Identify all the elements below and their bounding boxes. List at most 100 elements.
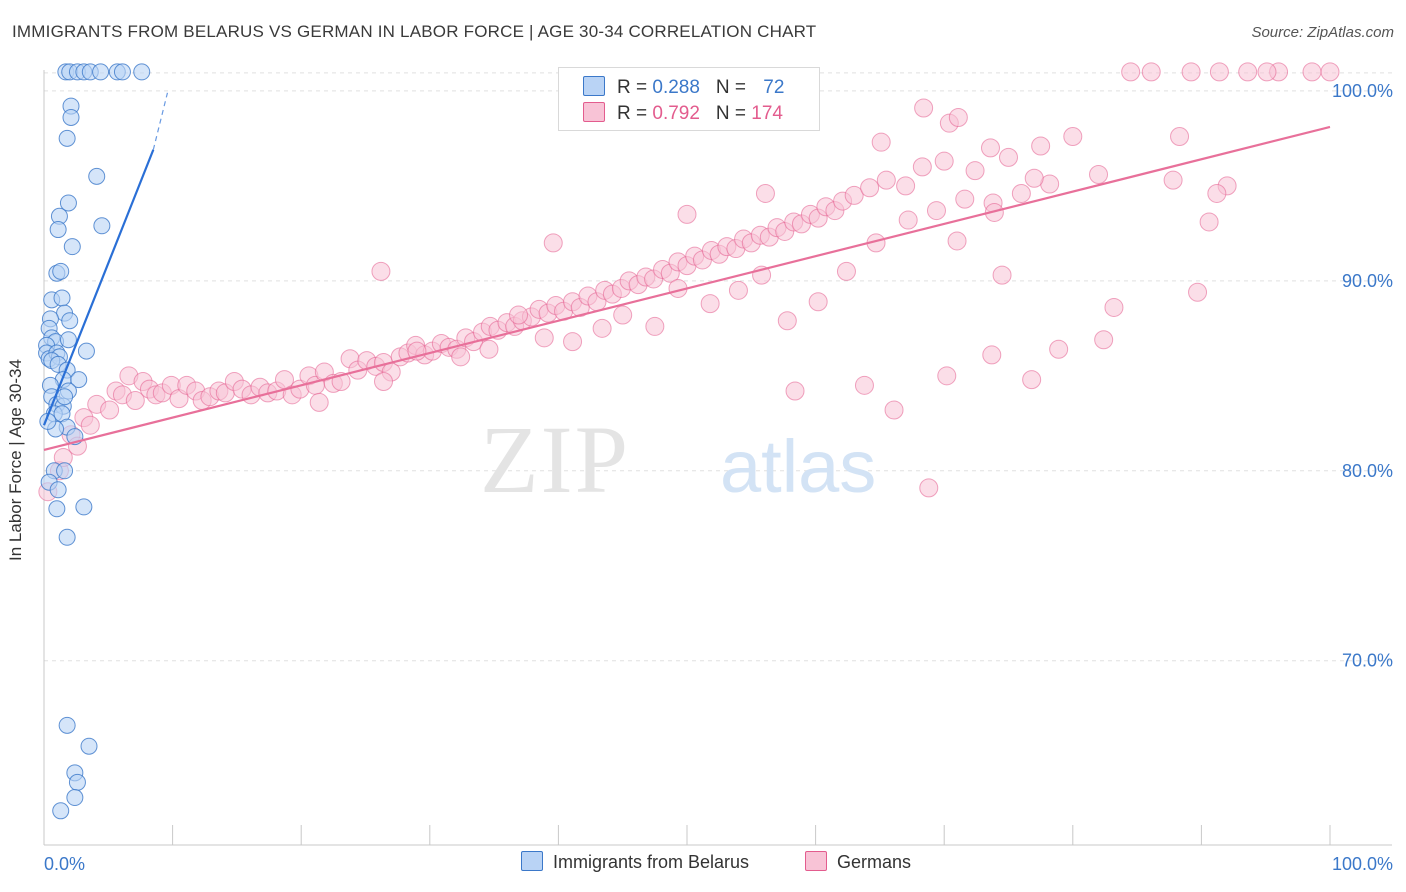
x-tick-label-0: 0.0% <box>44 854 85 874</box>
germans-point <box>374 372 394 392</box>
germans-point <box>1207 183 1227 203</box>
belarus-point <box>58 129 76 147</box>
germans-point <box>645 316 665 336</box>
germans-point <box>999 147 1018 167</box>
germans-point <box>1031 136 1051 156</box>
axes <box>43 70 1392 846</box>
germans-point <box>1320 62 1340 82</box>
germans-point <box>728 280 748 300</box>
belarus-point <box>61 312 79 330</box>
belarus-point <box>58 528 76 546</box>
germans-point <box>1238 62 1258 82</box>
source-label: Source: ZipAtlas.com <box>1251 24 1394 41</box>
legend-n-value-belarus: 72 <box>763 77 785 98</box>
germans-point <box>592 318 612 338</box>
germans-point <box>1181 62 1201 82</box>
y-tick-label-3: 100.0% <box>1332 81 1393 101</box>
belarus-point <box>70 371 88 389</box>
germans-point <box>871 132 891 152</box>
germans-point <box>860 178 880 198</box>
belarus-point <box>63 238 81 256</box>
germans-point <box>1089 164 1109 184</box>
belarus-point <box>80 737 98 755</box>
bottom-legend-swatch-germans <box>805 851 827 871</box>
germans-point <box>1188 282 1208 302</box>
germans-point <box>677 204 697 224</box>
germans-point <box>919 478 939 498</box>
germans-point <box>1011 183 1031 203</box>
germans-points <box>38 62 1340 502</box>
belarus-point <box>53 289 71 307</box>
germans-point <box>926 201 946 221</box>
legend: R = 0.288 N = 72 R = 0.792 N = 174 <box>558 67 820 131</box>
belarus-point <box>52 262 70 280</box>
germans-point <box>884 400 904 420</box>
germans-point <box>1024 168 1044 188</box>
germans-point <box>896 176 916 196</box>
germans-point <box>125 391 145 411</box>
tick-labels: 70.0% 80.0% 90.0% 100.0% 0.0% 100.0% <box>44 81 1393 874</box>
y-tick-label-0: 70.0% <box>1342 651 1393 671</box>
germans-point <box>937 366 957 386</box>
belarus-point <box>52 802 70 820</box>
germans-point <box>808 292 828 312</box>
germans-point <box>451 347 471 367</box>
legend-n-value-germans: 174 <box>751 103 783 124</box>
y-axis-label: In Labor Force | Age 30-34 <box>6 359 25 561</box>
germans-point <box>934 151 954 171</box>
belarus-trend-extension <box>152 92 169 150</box>
germans-point <box>1121 62 1141 82</box>
germans-point <box>1163 170 1183 190</box>
germans-point <box>777 311 797 331</box>
bottom-legend-germans: Germans <box>805 851 911 873</box>
belarus-trend-line <box>42 149 155 426</box>
bottom-legend-belarus: Immigrants from Belarus <box>521 851 749 873</box>
legend-r-value-belarus: 0.288 <box>652 77 700 98</box>
bottom-legend-swatch-belarus <box>521 851 543 871</box>
legend-row-germans: R = 0.792 N = 174 <box>583 102 783 128</box>
germans-point <box>844 185 864 205</box>
germans-point <box>980 138 1000 158</box>
germans-point <box>755 183 775 203</box>
belarus-point <box>92 63 110 81</box>
belarus-point <box>68 773 86 791</box>
belarus-point <box>113 63 131 81</box>
belarus-point <box>88 167 106 185</box>
germans-point <box>613 305 633 325</box>
x-tick-label-1: 100.0% <box>1332 854 1393 874</box>
germans-point <box>912 157 932 177</box>
belarus-point <box>75 498 93 516</box>
germans-point <box>876 170 896 190</box>
germans-point <box>914 98 934 118</box>
belarus-point <box>49 221 67 239</box>
belarus-point <box>59 194 77 212</box>
watermark-zip: ZIP <box>480 406 630 513</box>
germans-trend-line <box>43 125 1331 451</box>
germans-point <box>563 332 583 352</box>
belarus-point <box>133 63 151 81</box>
belarus-point <box>56 388 74 406</box>
germans-point <box>1063 126 1083 146</box>
germans-point <box>309 392 329 412</box>
watermark-atlas: atlas <box>720 425 876 508</box>
germans-point <box>509 305 529 325</box>
belarus-point <box>48 500 66 518</box>
germans-point <box>1022 370 1042 390</box>
belarus-point <box>56 462 74 480</box>
y-tick-label-2: 90.0% <box>1342 271 1393 291</box>
legend-r-value-germans: 0.792 <box>652 103 700 124</box>
germans-point <box>543 233 563 253</box>
legend-swatch-belarus <box>583 76 605 96</box>
germans-point <box>700 294 720 314</box>
belarus-point <box>49 481 67 499</box>
germans-point <box>965 161 985 181</box>
germans-point <box>371 261 391 281</box>
germans-point <box>1141 62 1161 82</box>
germans-point <box>534 328 554 348</box>
germans-point <box>947 231 967 251</box>
belarus-point <box>62 108 80 126</box>
germans-point <box>955 189 975 209</box>
belarus-point <box>77 342 95 360</box>
belarus-point <box>66 789 84 807</box>
